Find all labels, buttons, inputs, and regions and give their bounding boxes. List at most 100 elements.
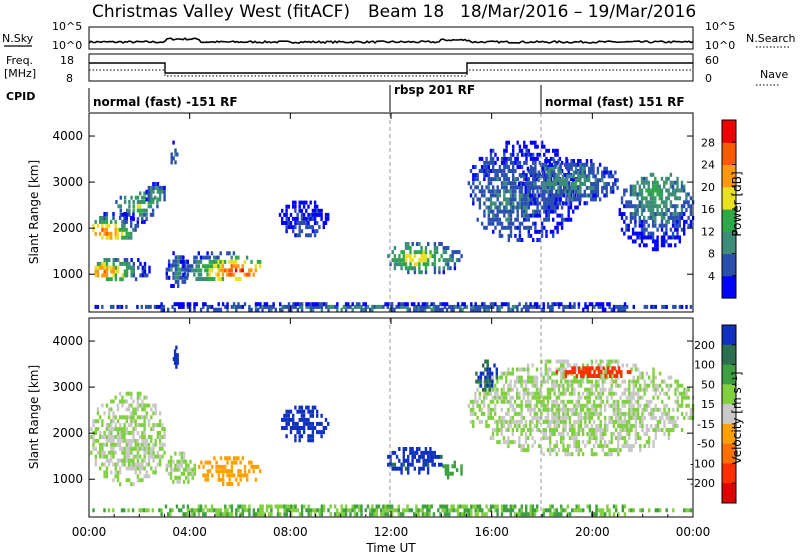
power-ytick-0: 1000: [52, 267, 83, 281]
noise-tick-right-bottom: 10^0: [705, 39, 735, 52]
cpid-panel: CPID normal (fast) -151 RF rbsp 201 RF n…: [6, 83, 685, 112]
power-region-0: [92, 212, 146, 240]
velocity-cbar-tick-7: -200: [690, 477, 715, 490]
velocity-cbar-swatch-1: [722, 344, 736, 366]
power-colorbar: 4 8 12 16 20 24 28: [701, 119, 737, 299]
noise-panel: N.Sky 10^5 10^0 10^5 10^0 N.Search: [2, 20, 796, 52]
x-tick-1: 04:00: [172, 525, 207, 539]
x-axis: 00:00 04:00 08:00 12:00 16:00 20:00 00:00: [72, 113, 711, 539]
power-cbar-tick-4: 20: [701, 181, 715, 194]
velocity-region-8: [555, 366, 632, 378]
power-ytick-1: 2000: [52, 221, 83, 235]
title-beam: Beam 18: [368, 2, 444, 22]
velocity-region-1: [165, 451, 196, 484]
x-tick-2: 08:00: [273, 525, 308, 539]
power-region-11: [618, 172, 695, 252]
freq-tick-left-bottom: 8: [66, 72, 73, 85]
velocity-cbar-swatch-0: [722, 325, 736, 346]
power-cbar-swatch-0: [722, 275, 736, 299]
freq-line: [89, 62, 693, 74]
x-tick-0: 00:00: [72, 525, 107, 539]
x-axis-label: Time UT: [365, 541, 416, 554]
cpid-label: CPID: [6, 90, 35, 103]
freq-label-2: [MHz]: [4, 67, 36, 80]
noise-right-label: N.Search: [746, 32, 796, 45]
freq-tick-right-bottom: 0: [705, 72, 712, 85]
power-region-4: [165, 251, 189, 288]
velocity-region-10: [92, 504, 693, 517]
velocity-cbar-tick-4: -15: [697, 418, 715, 431]
velocity-cbar-swatch-6: [722, 443, 736, 464]
power-region-1: [94, 258, 151, 282]
power-data: [92, 140, 695, 312]
power-cbar-swatch-7: [722, 120, 736, 143]
noise-tick-left-bottom: 10^0: [52, 39, 82, 52]
power-ylabel: Slant Range [km]: [27, 160, 41, 264]
velocity-cbar-swatch-7: [722, 463, 736, 484]
velocity-cbar-tick-6: -100: [690, 457, 715, 470]
velocity-panel: 1000 2000 3000 4000 Slant Range [km] 200 100…: [27, 317, 744, 518]
power-cbar-swatch-4: [722, 186, 736, 210]
noise-left-label: N.Sky: [2, 32, 34, 45]
power-region-5: [180, 251, 262, 281]
x-tick-4: 16:00: [474, 525, 509, 539]
velocity-cbar-swatch-5: [722, 423, 736, 445]
power-cbar-label: Power [dB]: [730, 171, 744, 236]
velocity-cbar-swatch-4: [722, 404, 736, 425]
noise-tick-left-top: 10^5: [52, 20, 82, 33]
noise-sky-line: [88, 37, 694, 45]
title-date-range: 18/Mar/2016 – 19/Mar/2016: [460, 2, 696, 22]
freq-tick-left-top: 18: [60, 54, 74, 67]
cpid-segment-2: rbsp 201 RF: [394, 83, 475, 97]
power-cbar-tick-0: 4: [708, 270, 715, 283]
title-station: Christmas Valley West (fitACF): [92, 2, 350, 22]
velocity-region-4: [281, 405, 330, 443]
x-tick-3: 12:00: [374, 525, 409, 539]
power-cbar-swatch-2: [722, 231, 736, 255]
freq-label-1: Freq.: [6, 54, 33, 67]
velocity-cbar-swatch-2: [722, 364, 736, 385]
velocity-ytick-2: 3000: [52, 380, 83, 394]
power-region-3: [145, 182, 166, 202]
nave-line: [89, 69, 693, 77]
velocity-region-7: [467, 359, 695, 457]
freq-panel: Freq. [MHz] 18 8 60 0 Nave: [4, 53, 788, 86]
power-region-6: [170, 140, 179, 165]
velocity-cbar-tick-2: 50: [701, 378, 715, 391]
velocity-cbar-tick-0: 200: [694, 339, 715, 352]
cpid-segment-1: normal (fast) -151 RF: [93, 95, 238, 109]
power-cbar-swatch-3: [722, 209, 736, 232]
velocity-ytick-0: 1000: [52, 472, 83, 486]
velocity-ytick-1: 2000: [52, 426, 83, 440]
power-panel: 1000 2000 3000 4000 Slant Range [km] 4 8 12 16…: [27, 112, 744, 313]
velocity-cbar-swatch-8: [722, 483, 736, 504]
power-cbar-tick-3: 16: [701, 203, 715, 216]
velocity-colorbar: 200 100 50 15 -15 -50 -100 -200: [690, 324, 737, 504]
velocity-cbar-label: Velocity [m s⁻¹]: [730, 371, 744, 464]
velocity-ylabel: Slant Range [km]: [27, 365, 41, 469]
x-tick-5: 20:00: [575, 525, 610, 539]
power-region-2: [115, 191, 159, 222]
velocity-cbar-tick-5: -50: [697, 438, 715, 451]
power-cbar-swatch-5: [722, 164, 736, 188]
power-cbar-tick-5: 24: [701, 159, 715, 172]
power-ytick-3: 4000: [52, 129, 83, 143]
velocity-data: [90, 345, 695, 517]
power-region-12: [94, 302, 693, 312]
velocity-region-9: [475, 359, 498, 392]
power-cbar-tick-2: 12: [701, 225, 715, 238]
power-cbar-tick-6: 28: [701, 136, 715, 149]
power-cbar-swatch-1: [722, 253, 736, 277]
velocity-cbar-tick-1: 100: [694, 359, 715, 372]
velocity-region-6: [442, 460, 463, 480]
velocity-region-5: [387, 447, 443, 475]
power-cbar-tick-1: 8: [708, 248, 715, 261]
noise-tick-right-top: 10^5: [705, 20, 735, 33]
x-tick-6: 00:00: [676, 525, 711, 539]
velocity-cbar-swatch-3: [722, 384, 736, 405]
velocity-region-0: [90, 391, 166, 487]
power-cbar-swatch-6: [722, 142, 736, 166]
cpid-segment-3: normal (fast) 151 RF: [545, 95, 685, 109]
freq-right-label: Nave: [760, 68, 788, 81]
